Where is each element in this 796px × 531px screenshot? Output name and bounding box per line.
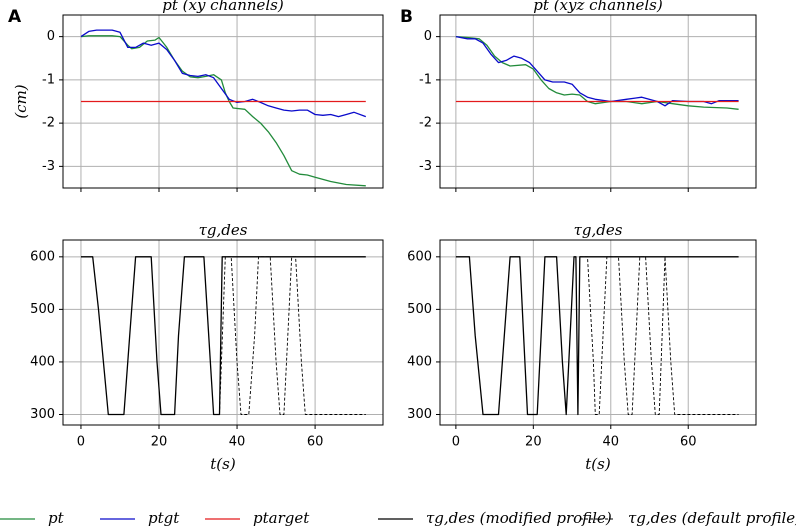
x-axis-label: t(s) bbox=[585, 455, 611, 473]
chart-title: pt (xyz channels) bbox=[533, 0, 663, 14]
y-tick-label: 600 bbox=[407, 249, 432, 264]
plot-frame bbox=[439, 239, 757, 426]
y-tick-label: -2 bbox=[419, 116, 432, 131]
y-tick-label: 400 bbox=[30, 354, 55, 369]
x-tick-label: 60 bbox=[307, 435, 324, 450]
panel-label: B bbox=[400, 7, 413, 27]
x-tick-label: 20 bbox=[525, 435, 542, 450]
panel-label: A bbox=[8, 7, 22, 27]
series-line bbox=[81, 256, 366, 416]
x-tick-label: 0 bbox=[77, 435, 85, 450]
chart-title: pt (xy channels) bbox=[162, 0, 284, 14]
series-line bbox=[80, 29, 367, 118]
y-axis-label: (cm) bbox=[12, 84, 30, 118]
series-line bbox=[219, 256, 366, 415]
series-line bbox=[455, 35, 739, 107]
y-tick-label: 600 bbox=[30, 249, 55, 264]
plot-frame bbox=[62, 239, 384, 426]
x-tick-label: 40 bbox=[229, 435, 246, 450]
y-tick-label: -1 bbox=[419, 72, 432, 87]
legend-label: τg,des (default profile) bbox=[628, 509, 796, 527]
series-line bbox=[579, 256, 739, 415]
y-tick-label: 300 bbox=[30, 407, 55, 422]
series-line bbox=[455, 256, 739, 416]
y-tick-label: -2 bbox=[42, 116, 55, 131]
y-tick-label: 500 bbox=[407, 302, 432, 317]
plot-frame bbox=[439, 14, 757, 189]
y-tick-label: 300 bbox=[407, 407, 432, 422]
y-tick-label: 0 bbox=[424, 29, 432, 44]
legend-label: pt bbox=[48, 509, 65, 527]
x-axis-label: t(s) bbox=[210, 455, 236, 473]
chart-title: τg,des bbox=[574, 221, 623, 239]
legend-label: τg,des (modified profile) bbox=[426, 509, 612, 527]
series-line bbox=[80, 35, 366, 187]
y-tick-label: -1 bbox=[42, 72, 55, 87]
y-tick-label: 400 bbox=[407, 354, 432, 369]
y-tick-label: 500 bbox=[30, 302, 55, 317]
x-tick-label: 0 bbox=[452, 435, 460, 450]
legend-label: ptarget bbox=[253, 509, 310, 527]
x-tick-label: 60 bbox=[680, 435, 697, 450]
y-tick-label: -3 bbox=[419, 159, 432, 174]
y-tick-label: -3 bbox=[42, 159, 55, 174]
x-tick-label: 40 bbox=[603, 435, 620, 450]
plot-frame bbox=[62, 14, 384, 189]
y-tick-label: 0 bbox=[47, 29, 55, 44]
chart-title: τg,des bbox=[199, 221, 248, 239]
series-line bbox=[455, 35, 739, 110]
x-tick-label: 20 bbox=[151, 435, 168, 450]
legend-label: ptgt bbox=[148, 509, 180, 527]
